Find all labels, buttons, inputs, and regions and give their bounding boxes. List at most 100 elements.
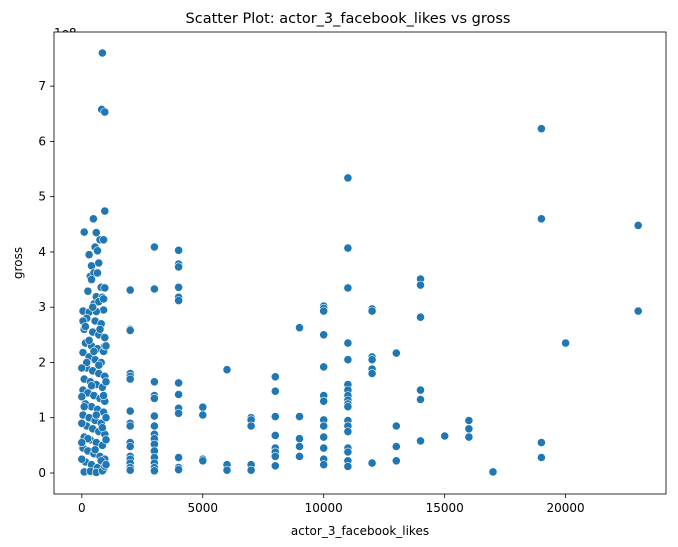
data-point (101, 377, 111, 387)
data-point (319, 460, 329, 470)
data-point (125, 421, 135, 431)
data-point (537, 453, 546, 462)
data-point (77, 438, 87, 447)
data-point (222, 465, 232, 475)
data-point (84, 250, 94, 260)
data-point (99, 294, 108, 304)
data-point (77, 454, 87, 464)
y-tick-label: 5 (38, 190, 46, 204)
data-point (198, 410, 208, 420)
data-point (367, 355, 377, 365)
data-point (343, 243, 353, 253)
data-point (319, 330, 329, 340)
data-point (343, 461, 353, 471)
data-point (343, 338, 353, 348)
data-point (295, 434, 304, 444)
data-point (343, 447, 353, 457)
data-point (79, 402, 89, 412)
data-point (87, 275, 96, 284)
data-point (174, 378, 183, 388)
data-point (91, 410, 101, 420)
data-point (343, 283, 353, 293)
data-point (416, 312, 425, 322)
data-point (295, 412, 304, 421)
data-point (125, 442, 135, 451)
plot-area (53, 31, 667, 495)
data-point (149, 284, 159, 294)
data-point (174, 453, 183, 462)
data-point (125, 325, 135, 335)
data-point (633, 220, 643, 230)
y-axis-ticks: 0 1 2 3 4 5 6 7 (38, 79, 54, 480)
data-point (101, 460, 111, 470)
y-tick-label: 4 (38, 245, 46, 259)
data-point (633, 306, 643, 316)
data-point (270, 372, 280, 382)
data-point (79, 227, 89, 237)
y-tick-label: 6 (38, 134, 46, 148)
data-point (440, 431, 450, 441)
y-tick-label: 1 (38, 411, 46, 425)
data-point (367, 306, 377, 316)
data-point (319, 362, 329, 372)
data-point (295, 323, 304, 333)
data-point (270, 430, 280, 440)
data-point (149, 377, 159, 387)
data-point (270, 451, 280, 461)
data-point (295, 451, 304, 461)
data-point (246, 465, 256, 475)
data-point (89, 214, 98, 224)
y-tick-label: 0 (38, 466, 46, 480)
data-point (95, 324, 105, 334)
data-point (100, 206, 110, 216)
data-point (89, 346, 99, 356)
data-point (464, 424, 474, 434)
data-point (149, 242, 159, 252)
data-point (198, 456, 208, 466)
data-point (270, 461, 280, 471)
data-point (174, 245, 183, 255)
data-point (343, 427, 353, 436)
x-axis-label: actor_3_facebook_likes (291, 524, 429, 538)
data-point (246, 421, 256, 431)
data-point (77, 418, 87, 428)
data-point (125, 406, 135, 416)
y-axis-label: gross (11, 247, 25, 279)
data-point (93, 268, 102, 278)
data-point (99, 235, 108, 245)
data-point (82, 358, 92, 367)
y-tick-label: 2 (38, 355, 46, 369)
data-point (99, 305, 108, 315)
plot-background (54, 32, 666, 494)
data-point (174, 408, 183, 418)
data-point (174, 282, 183, 292)
data-point (83, 286, 93, 296)
data-point (537, 124, 546, 134)
data-point (198, 402, 208, 412)
data-point (391, 421, 401, 431)
data-point (416, 385, 425, 395)
data-point (391, 456, 401, 466)
data-point (270, 412, 280, 421)
data-point (319, 443, 329, 453)
data-point (77, 392, 87, 402)
x-axis-ticks: 0 5000 10000 15000 20000 (78, 494, 585, 515)
data-point (367, 369, 377, 378)
data-point (125, 465, 135, 475)
points-layer (77, 48, 643, 477)
chart-title: Scatter Plot: actor_3_facebook_likes vs … (186, 11, 511, 27)
data-point (295, 442, 304, 451)
data-point (78, 348, 88, 357)
data-point (100, 283, 110, 293)
data-point (343, 402, 353, 412)
x-tick-label: 0 (78, 501, 86, 515)
data-point (319, 432, 329, 442)
data-point (94, 360, 104, 370)
data-point (319, 306, 329, 316)
data-point (270, 386, 280, 396)
data-point (537, 438, 546, 447)
data-point (90, 445, 100, 455)
data-point (94, 258, 104, 268)
data-point (98, 48, 107, 58)
